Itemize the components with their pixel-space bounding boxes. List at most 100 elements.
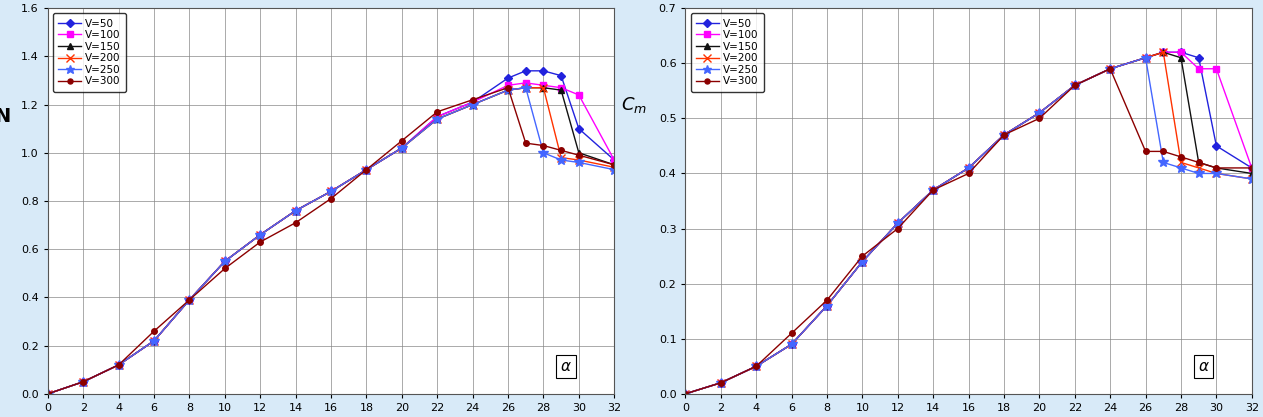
V=300 (1138, 149, 1153, 154)
V=100 (394, 146, 409, 151)
V=50 (111, 362, 126, 367)
V=200 (1032, 111, 1047, 116)
V=150 (1156, 50, 1171, 55)
V=100 (1244, 166, 1259, 171)
V=300 (1032, 116, 1047, 121)
V=200 (926, 188, 941, 193)
V=250 (749, 364, 764, 369)
V=50 (571, 126, 586, 131)
V=300 (820, 298, 835, 303)
Text: $\alpha$: $\alpha$ (561, 359, 572, 374)
V=200 (323, 189, 338, 194)
V=200 (359, 167, 374, 172)
V=200 (1191, 166, 1206, 171)
V=100 (359, 167, 374, 172)
V=300 (926, 188, 941, 193)
Line: V=300: V=300 (45, 85, 618, 397)
V=150 (1209, 166, 1224, 171)
V=250 (429, 116, 445, 121)
V=200 (820, 303, 835, 308)
V=50 (518, 68, 533, 73)
V=100 (890, 221, 906, 226)
V=300 (961, 171, 976, 176)
V=100 (40, 391, 56, 396)
Line: V=50: V=50 (683, 50, 1254, 397)
Text: $C_m$: $C_m$ (621, 95, 648, 115)
V=250 (678, 391, 693, 396)
V=250 (536, 150, 551, 155)
V=300 (855, 254, 870, 259)
V=100 (1156, 50, 1171, 55)
V=150 (147, 338, 162, 343)
V=150 (784, 342, 799, 347)
Line: V=150: V=150 (682, 49, 1255, 397)
V=250 (926, 188, 941, 193)
Text: N: N (0, 107, 10, 126)
V=250 (500, 88, 515, 93)
V=250 (714, 380, 729, 385)
V=250 (394, 146, 409, 151)
V=50 (678, 391, 693, 396)
V=50 (182, 297, 197, 302)
V=150 (1244, 171, 1259, 176)
V=100 (1067, 83, 1082, 88)
V=50 (40, 391, 56, 396)
V=100 (500, 83, 515, 88)
V=300 (518, 141, 533, 146)
V=150 (394, 146, 409, 151)
V=300 (500, 85, 515, 90)
V=50 (1032, 111, 1047, 116)
V=100 (518, 80, 533, 85)
V=200 (749, 364, 764, 369)
V=200 (429, 116, 445, 121)
V=100 (76, 379, 91, 384)
V=300 (429, 109, 445, 114)
V=100 (961, 166, 976, 171)
V=250 (571, 160, 586, 165)
V=200 (571, 158, 586, 163)
V=50 (1103, 66, 1118, 71)
V=250 (518, 85, 533, 90)
V=50 (820, 303, 835, 308)
V=300 (1103, 66, 1118, 71)
V=150 (553, 88, 568, 93)
V=250 (1156, 160, 1171, 165)
V=50 (1173, 50, 1188, 55)
V=200 (1209, 171, 1224, 176)
V=250 (147, 338, 162, 343)
V=300 (1209, 166, 1224, 171)
V=50 (1244, 166, 1259, 171)
Line: V=200: V=200 (44, 83, 619, 398)
V=250 (1103, 66, 1118, 71)
V=200 (217, 259, 232, 264)
V=300 (1191, 160, 1206, 165)
V=200 (606, 165, 621, 170)
V=100 (749, 364, 764, 369)
V=300 (147, 329, 162, 334)
V=50 (323, 189, 338, 194)
V=250 (784, 342, 799, 347)
V=200 (553, 155, 568, 160)
V=50 (1067, 83, 1082, 88)
V=200 (182, 297, 197, 302)
V=50 (147, 338, 162, 343)
V=200 (997, 132, 1012, 137)
V=300 (536, 143, 551, 148)
V=200 (678, 391, 693, 396)
V=100 (1209, 66, 1224, 71)
Line: V=50: V=50 (45, 68, 618, 397)
V=100 (820, 303, 835, 308)
V=150 (465, 102, 480, 107)
V=200 (1173, 160, 1188, 165)
V=250 (606, 167, 621, 172)
V=100 (678, 391, 693, 396)
V=250 (359, 167, 374, 172)
V=200 (961, 166, 976, 171)
V=100 (1138, 55, 1153, 60)
V=50 (465, 100, 480, 105)
V=100 (111, 362, 126, 367)
V=50 (961, 166, 976, 171)
V=100 (606, 158, 621, 163)
V=50 (536, 68, 551, 73)
V=50 (1138, 55, 1153, 60)
